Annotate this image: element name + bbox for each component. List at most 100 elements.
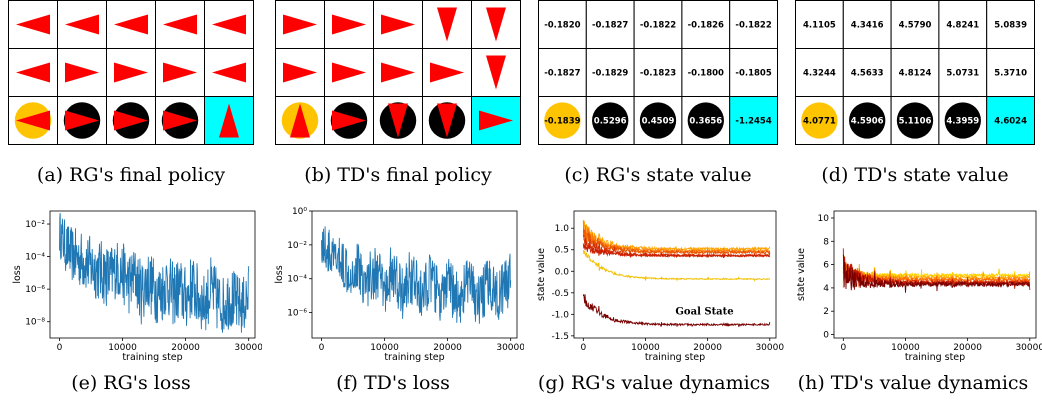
grid-cell-r1c1	[842, 48, 892, 97]
value-series-line-4	[582, 243, 771, 259]
arrow-left-icon	[114, 14, 148, 35]
caption-a: (a) RG's final policy	[36, 164, 226, 186]
grid-cell-r1c2	[633, 48, 683, 97]
arrow-down-icon	[388, 103, 408, 138]
x-tick-label: 10000	[891, 343, 920, 353]
y-tick-label: -1.5	[551, 332, 569, 342]
x-tick-label: 0	[319, 343, 325, 353]
y-tick-label: 10⁻²	[287, 241, 307, 251]
grid-cell-r1c0	[538, 48, 587, 97]
y-axis-label: state value	[536, 248, 547, 301]
arrow-right-icon	[479, 110, 513, 131]
cell-value: -0.1839	[544, 117, 580, 127]
arrow-right-icon	[430, 62, 464, 83]
arrow-left-icon	[163, 14, 197, 35]
value-series-line-5	[842, 254, 1031, 293]
cliff-state-marker	[639, 102, 677, 139]
cell-value: 5.1106	[899, 117, 932, 127]
y-tick-label: 6	[823, 261, 829, 271]
cell-value: -0.1826	[688, 21, 724, 31]
x-tick-label: 30000	[1015, 343, 1042, 353]
td-loss-plot: 0 10000 20000 30000 training step loss 10⁰ 10⁻²…	[274, 207, 524, 363]
arrow-right-icon	[163, 62, 197, 83]
td-value-dynamics-plot: 0 10000 20000 30000 training step state value…	[796, 210, 1042, 363]
arrow-down-icon	[437, 7, 457, 42]
cell-value: -0.1822	[640, 21, 676, 31]
y-tick-label: 8	[823, 237, 829, 247]
loss-series-line	[321, 226, 512, 324]
cliff-state-marker	[849, 102, 886, 139]
grid-cell-r0c4	[986, 0, 1035, 49]
x-tick-label: 0	[840, 343, 846, 353]
caption-c: (c) RG's state value	[564, 164, 752, 186]
rg-policy-grid	[8, 0, 254, 145]
y-axis-label: loss	[274, 265, 285, 283]
plot-frame	[833, 210, 1037, 339]
plot-frame	[311, 210, 518, 339]
arrow-right-icon	[381, 62, 415, 83]
caption-e: (e) RG's loss	[71, 372, 191, 394]
cell-value: 5.3710	[994, 69, 1027, 79]
arrow-right-icon	[332, 110, 366, 131]
arrow-right-icon	[332, 62, 366, 83]
arrow-right-icon	[65, 110, 99, 131]
cell-value: 4.5633	[851, 69, 884, 79]
td-policy-grid	[275, 0, 521, 145]
grid-cell-r0c3	[938, 0, 988, 49]
rg-state-value-grid: -0.1820 -0.1827 -0.1822 -0.1826 -0.1822 -0.18…	[538, 0, 778, 145]
panel-c-rg-state-value: -0.1820 -0.1827 -0.1822 -0.1826 -0.1822 -0.18…	[538, 0, 778, 150]
x-tick-label: 10000	[370, 343, 399, 353]
arrow-left-icon	[16, 62, 50, 83]
x-tick-label: 20000	[953, 343, 982, 353]
arrow-down-icon	[486, 7, 506, 42]
y-tick-label: 10	[818, 214, 830, 224]
grid-cell-r0c0	[795, 0, 844, 49]
grid-cell-r2c4	[986, 96, 1035, 145]
cell-value: 4.0771	[803, 117, 836, 127]
x-tick-label: 20000	[433, 343, 462, 353]
start-state-marker	[801, 102, 838, 139]
cell-value: 4.8241	[946, 21, 979, 31]
y-tick-label: 10⁻⁸	[25, 318, 45, 328]
grid-cell-r0c1	[585, 0, 635, 49]
y-tick-label: 0.5	[555, 246, 569, 256]
grid-cell-r1c4	[986, 48, 1035, 97]
cell-value: 4.3959	[946, 117, 979, 127]
x-tick-label: 10000	[108, 343, 137, 353]
arrow-left-icon	[65, 14, 99, 35]
y-axis-label: loss	[12, 265, 23, 283]
y-axis-label: state value	[796, 248, 807, 301]
y-tick-label: 10⁻²	[25, 220, 45, 230]
x-tick-label: 0	[580, 343, 586, 353]
arrow-up-icon	[290, 103, 310, 138]
start-state-marker	[544, 102, 581, 139]
x-axis-label: training step	[905, 352, 965, 363]
grid-cell-r1c4	[729, 48, 778, 97]
y-tick-label: 10⁻⁴	[25, 253, 45, 263]
arrow-down-icon	[486, 55, 506, 90]
cliff-state-marker	[896, 102, 934, 139]
grid-cell-r0c4	[729, 0, 778, 49]
rg-loss-plot: 0 10000 20000 30000 training step loss 10⁻² 10⁻…	[12, 210, 262, 363]
y-tick-label: 0.0	[555, 267, 570, 277]
grid-cell-r0c1	[842, 0, 892, 49]
panel-d-td-state-value: 4.1105 4.3416 4.5790 4.8241 5.0839 4.3244 4.56…	[795, 0, 1035, 150]
y-tick-label: 4	[823, 284, 829, 294]
cell-value: -0.1800	[688, 69, 724, 79]
cell-value: 0.3656	[689, 117, 722, 127]
cell-value: 5.0731	[946, 69, 979, 79]
arrow-right-icon	[381, 14, 415, 35]
grid-cell-r1c0	[795, 48, 844, 97]
cell-value: 5.0839	[994, 21, 1027, 31]
cell-value: 0.5296	[594, 117, 627, 127]
arrow-right-icon	[114, 110, 148, 131]
cell-value: -0.1823	[640, 69, 676, 79]
x-tick-label: 20000	[693, 343, 722, 353]
panel-e-rg-loss: 0 10000 20000 30000 training step loss 10⁻² 10⁻…	[0, 203, 262, 363]
cell-value: -0.1805	[735, 69, 771, 79]
y-tick-label: 10⁻⁴	[287, 275, 307, 285]
x-axis-label: training step	[122, 352, 182, 363]
caption-h: (h) TD's value dynamics	[797, 372, 1029, 394]
cell-value: 0.4509	[642, 117, 675, 127]
cell-value: -0.1827	[544, 69, 580, 79]
